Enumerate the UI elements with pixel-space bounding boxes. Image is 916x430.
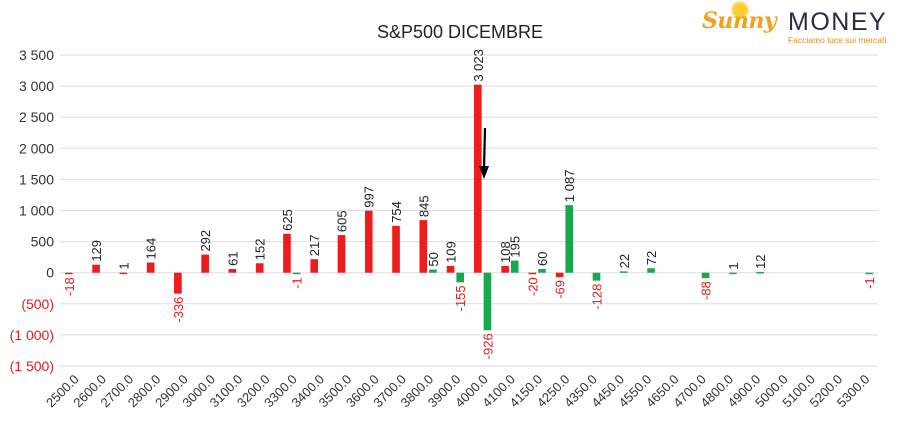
data-label: -926 <box>480 333 495 359</box>
y-tick-label: 3 500 <box>19 47 54 63</box>
bar <box>565 205 574 273</box>
arrow-shaft <box>482 127 487 171</box>
data-label: 754 <box>389 201 404 223</box>
y-tick-label: 0 <box>46 265 54 281</box>
bar <box>592 272 601 281</box>
data-label: -1 <box>862 277 877 289</box>
bar <box>555 272 564 277</box>
bar <box>429 269 437 273</box>
bar <box>419 220 428 273</box>
data-label: 72 <box>644 251 659 265</box>
data-label: 108 <box>498 241 513 263</box>
data-label: 22 <box>617 254 632 268</box>
bar <box>292 272 301 275</box>
bar <box>483 272 492 331</box>
data-label: -88 <box>699 281 714 300</box>
data-label: -69 <box>553 280 568 299</box>
bars <box>64 84 874 331</box>
bar <box>364 210 373 273</box>
y-tick-label: 2 500 <box>19 109 54 125</box>
data-label: -128 <box>590 284 605 310</box>
logo-tagline: Facciamo luce sui mercati <box>788 35 887 45</box>
data-label: -336 <box>171 297 186 323</box>
data-label: 625 <box>280 209 295 231</box>
data-label: 1 <box>726 262 741 269</box>
data-label: 164 <box>144 238 159 260</box>
y-tick-label: 3 000 <box>19 78 54 94</box>
bar <box>337 235 346 273</box>
bar <box>392 225 400 273</box>
bar <box>473 84 482 273</box>
data-label: 997 <box>362 186 377 208</box>
data-label: 50 <box>426 252 441 266</box>
bar <box>647 268 655 273</box>
data-label: 109 <box>444 241 459 263</box>
bar <box>701 272 710 279</box>
chart-title: S&P500 DICEMBRE <box>377 22 543 42</box>
data-label: 60 <box>535 251 550 265</box>
bar <box>510 260 519 273</box>
bar <box>283 233 291 273</box>
bar <box>228 268 237 273</box>
data-label: 217 <box>307 234 322 256</box>
data-label: 195 <box>508 236 523 258</box>
data-label: 1 087 <box>562 170 577 203</box>
x-axis-ticks: 2500.02600.02700.02800.02900.03000.03100… <box>43 372 872 411</box>
data-label: 12 <box>753 254 768 268</box>
bar <box>756 271 764 274</box>
grid <box>60 54 878 367</box>
bar <box>456 272 465 283</box>
annotation-arrow <box>479 127 489 179</box>
arrow-head <box>479 166 489 179</box>
data-label: -155 <box>453 285 468 311</box>
bar <box>619 271 628 273</box>
y-tick-label: 1 500 <box>19 171 54 187</box>
logo-sunny-text: Sunny <box>702 8 777 34</box>
y-tick-label: (1 500) <box>10 358 54 374</box>
bar <box>501 265 509 273</box>
bar <box>201 254 209 273</box>
data-labels: -18 129 1 164 -336 292 61 152 625 217 605 997 754 845… <box>62 49 877 359</box>
bar <box>729 272 737 275</box>
bar <box>865 272 874 275</box>
data-label: 292 <box>198 230 213 252</box>
y-tick-label: 1 000 <box>19 203 54 219</box>
bar <box>528 272 537 275</box>
logo-money-text: MONEY <box>788 8 888 36</box>
y-axis-ticks: 3 500 3 000 2 500 2 000 1 500 1 000 500 0 (500) (… <box>10 47 55 374</box>
bar <box>92 264 100 273</box>
bar <box>146 262 155 273</box>
data-label: -18 <box>62 277 77 296</box>
data-label: 3 023 <box>471 49 486 82</box>
data-label: 61 <box>225 251 240 265</box>
data-label: 152 <box>253 239 268 261</box>
sunny-money-logo: Sunny MONEY Facciamo luce sui mercati <box>700 3 910 45</box>
sun-icon <box>733 3 747 17</box>
bar <box>310 259 319 273</box>
bar <box>64 272 73 275</box>
y-tick-label: (1 000) <box>10 327 54 343</box>
data-label: 129 <box>89 240 104 262</box>
y-tick-label: 500 <box>31 234 55 250</box>
bar <box>446 265 455 273</box>
data-label: -20 <box>525 277 540 296</box>
bar <box>255 263 264 273</box>
data-label: 605 <box>334 210 349 232</box>
y-tick-label: (500) <box>21 296 54 312</box>
data-label: -1 <box>290 277 305 289</box>
data-label: 845 <box>416 195 431 217</box>
data-label: 1 <box>116 262 131 269</box>
y-tick-label: 2 000 <box>19 140 54 156</box>
bar <box>119 272 128 275</box>
bar <box>538 268 546 273</box>
bar <box>174 272 182 294</box>
